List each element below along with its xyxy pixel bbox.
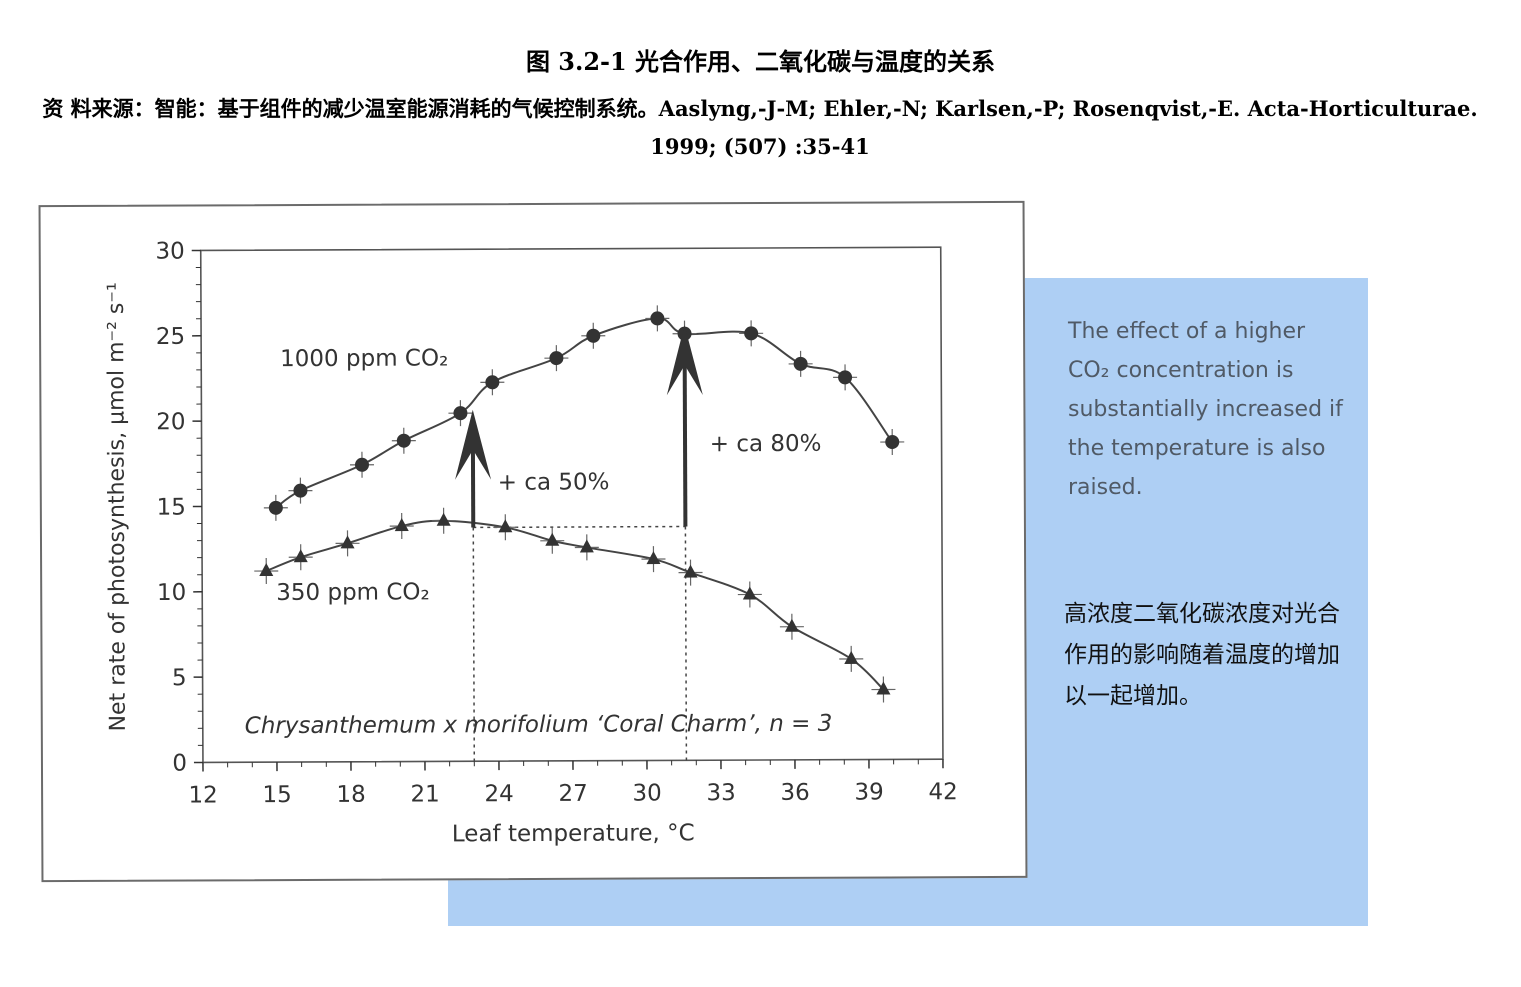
y-axis-label: Net rate of photosynthesis, μmol m⁻² s⁻¹: [104, 282, 131, 731]
series-label-350ppm: 350 ppm CO₂: [276, 579, 430, 606]
y-tick-label: 15: [157, 495, 186, 521]
data-point-1000ppm: [744, 326, 759, 341]
y-tick-label: 10: [157, 580, 186, 606]
x-tick-label: 42: [928, 779, 957, 805]
photosynthesis-chart: 12 15 18 21 24 27 30 33 36 39 42 0 5 10 15 20 25 30 Leaf t…: [104, 239, 958, 848]
x-tick-label: 30: [632, 780, 661, 806]
x-tick-label: 18: [336, 782, 365, 808]
x-tick-label: 33: [706, 780, 735, 806]
x-tick-label: 24: [484, 781, 513, 807]
chart-photo-frame: 12 15 18 21 24 27 30 33 36 39 42 0 5 10 15 20 25 30 Leaf t…: [38, 200, 1028, 883]
figure-title: 图 3.2-1 光合作用、二氧化碳与温度的关系: [525, 47, 996, 76]
x-tick-label: 27: [558, 781, 587, 807]
species-label: Chrysanthemum x morifolium ‘Coral Charm’…: [245, 711, 833, 740]
plot-frame: [199, 246, 944, 764]
data-point-1000ppm: [453, 406, 468, 421]
data-point-1000ppm: [485, 375, 500, 390]
y-tick-label: 30: [155, 239, 184, 265]
data-point-350ppm: [545, 532, 560, 546]
note-chinese: 高浓度二氧化碳浓度对光合作用的影响随着温度的增加以一起增加。: [1064, 601, 1340, 709]
data-point-350ppm: [876, 681, 891, 695]
data-point-1000ppm: [268, 500, 283, 515]
data-point-350ppm: [259, 563, 274, 577]
series-label-1000ppm: 1000 ppm CO₂: [280, 345, 448, 372]
y-tick-label: 0: [172, 751, 187, 777]
data-point-350ppm: [844, 650, 859, 664]
annotation-label: + ca 50%: [498, 469, 610, 495]
x-tick-label: 21: [410, 781, 439, 807]
y-tick-label: 25: [156, 324, 185, 350]
data-point-350ppm: [340, 535, 355, 549]
figure-source: 资 料来源：智能：基于组件的减少温室能源消耗的气候控制系统。Aaslyng,-J…: [42, 96, 1478, 159]
data-point-1000ppm: [549, 351, 564, 366]
data-point-350ppm: [394, 518, 409, 532]
data-point-1000ppm: [650, 311, 665, 326]
x-axis-label: Leaf temperature, °C: [452, 820, 695, 847]
annotation-label: + ca 80%: [710, 431, 822, 457]
data-point-350ppm: [646, 551, 661, 565]
data-point-350ppm: [579, 539, 594, 553]
increase-arrow-head: [455, 409, 492, 480]
data-point-350ppm: [742, 586, 757, 600]
data-point-1000ppm: [838, 370, 853, 385]
y-tick-label: 20: [156, 409, 185, 435]
data-point-350ppm: [784, 618, 799, 632]
increase-arrow-shaft: [682, 355, 688, 527]
data-point-350ppm: [683, 564, 698, 578]
x-tick-label: 12: [188, 782, 217, 808]
x-tick-label: 15: [262, 782, 291, 808]
data-point-1000ppm: [354, 457, 369, 472]
x-tick-label: 39: [854, 779, 883, 805]
data-point-1000ppm: [793, 356, 808, 371]
data-point-1000ppm: [293, 483, 308, 498]
data-point-350ppm: [498, 519, 513, 533]
x-tick-label: 36: [780, 780, 809, 806]
data-point-350ppm: [293, 549, 308, 563]
data-point-1000ppm: [396, 433, 411, 448]
note-english: The effect of a higher CO₂ concentration…: [1068, 319, 1343, 500]
y-tick-label: 5: [172, 665, 187, 691]
increase-arrow-head: [666, 325, 703, 396]
data-point-1000ppm: [586, 328, 601, 343]
data-point-1000ppm: [885, 434, 900, 449]
data-point-350ppm: [436, 512, 451, 526]
